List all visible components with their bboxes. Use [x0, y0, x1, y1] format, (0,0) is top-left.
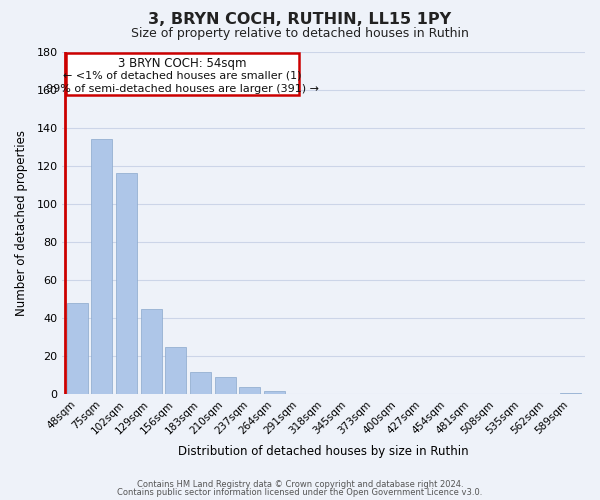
Bar [239, 387, 260, 394]
Bar [66, 54, 299, 96]
Text: ← <1% of detached houses are smaller (1): ← <1% of detached houses are smaller (1) [63, 70, 302, 81]
Text: 3 BRYN COCH: 54sqm: 3 BRYN COCH: 54sqm [118, 57, 247, 70]
Text: Size of property relative to detached houses in Ruthin: Size of property relative to detached ho… [131, 28, 469, 40]
Bar [215, 378, 236, 394]
Text: Contains public sector information licensed under the Open Government Licence v3: Contains public sector information licen… [118, 488, 482, 497]
Text: Contains HM Land Registry data © Crown copyright and database right 2024.: Contains HM Land Registry data © Crown c… [137, 480, 463, 489]
Bar [264, 390, 285, 394]
Bar [67, 303, 88, 394]
Bar [165, 347, 186, 395]
Bar [116, 174, 137, 394]
Bar [91, 139, 112, 394]
Y-axis label: Number of detached properties: Number of detached properties [15, 130, 28, 316]
Text: 99% of semi-detached houses are larger (391) →: 99% of semi-detached houses are larger (… [46, 84, 319, 94]
Bar [560, 392, 581, 394]
X-axis label: Distribution of detached houses by size in Ruthin: Distribution of detached houses by size … [178, 444, 469, 458]
Text: 3, BRYN COCH, RUTHIN, LL15 1PY: 3, BRYN COCH, RUTHIN, LL15 1PY [148, 12, 452, 28]
Bar [140, 308, 161, 394]
Bar [190, 372, 211, 394]
